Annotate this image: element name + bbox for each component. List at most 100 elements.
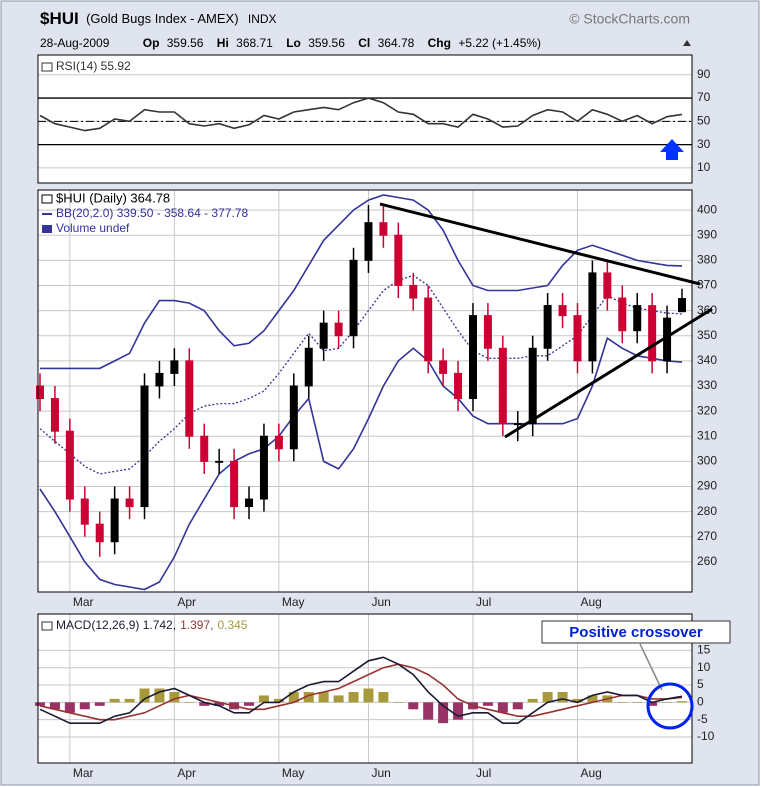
histogram-bar (303, 691, 314, 703)
x-tick-label: Jul (476, 766, 491, 780)
x-tick-label: Aug (580, 766, 601, 780)
y-tick-label: 270 (697, 529, 717, 543)
candle-body (528, 347, 537, 425)
candle-body (454, 372, 463, 400)
x-tick-label: Jun (371, 595, 390, 609)
quote-value: 364.78 (378, 36, 415, 50)
histogram-bar (512, 702, 523, 710)
y-tick-label: 15 (697, 643, 711, 657)
candle-body (633, 305, 642, 332)
histogram-bar (482, 702, 493, 706)
histogram-bar (662, 702, 673, 703)
histogram-bar (154, 688, 165, 703)
quote-label: Lo (286, 36, 301, 50)
y-tick-label: 360 (697, 303, 717, 317)
candle-body (230, 460, 239, 508)
histogram-bar (139, 688, 150, 703)
histogram-bar (49, 702, 60, 710)
histogram-bar (453, 702, 464, 720)
legend-entry: Volume undef (56, 221, 130, 235)
candle-body (110, 498, 119, 543)
histogram-bar (378, 691, 389, 703)
histogram-bar (64, 702, 75, 713)
legend: MACD(12,26,9) 1.742, 1.397, 0.345 (56, 618, 248, 632)
y-tick-label: 5 (697, 677, 704, 691)
annotation: Positive crossover (569, 624, 703, 641)
histogram-bar (199, 702, 210, 706)
candle-body (573, 315, 582, 362)
legend-entry: BB(20,2.0) 339.50 - 358.64 - 377.78 (56, 206, 248, 220)
candle-body (618, 297, 627, 332)
candle-body (185, 360, 194, 437)
series-line (39, 97, 683, 132)
histogram-bar (557, 691, 568, 703)
x-tick-label: Aug (580, 595, 601, 609)
legend-entry: 1.397, (180, 618, 213, 632)
legend-entry: 0.345 (217, 618, 247, 632)
legend: RSI(14) 55.92 (56, 59, 131, 73)
histogram-bar (438, 702, 449, 724)
callout-line (639, 643, 663, 691)
panel-border (37, 54, 693, 184)
candle-body (394, 234, 403, 286)
y-tick-label: 330 (697, 378, 717, 392)
histogram-bar (273, 698, 284, 703)
histogram-bar (94, 702, 105, 706)
histogram-bar (109, 698, 120, 703)
candle-body (588, 272, 597, 362)
x-tick-label: Jul (476, 595, 491, 609)
candle-body (648, 305, 657, 362)
histogram-bar (408, 702, 419, 710)
candle-body (65, 430, 74, 500)
quote-value: 359.56 (167, 36, 204, 50)
candle-body (678, 298, 686, 313)
candle-body (603, 272, 612, 299)
candle-body (155, 372, 164, 387)
candle-body (379, 222, 388, 236)
legend-entry: RSI(14) 55.92 (56, 59, 131, 73)
legend-icon (42, 225, 52, 233)
callout-circle (646, 682, 694, 730)
overlay: Positive crossover (379, 139, 731, 730)
quote-value: 359.56 (308, 36, 345, 50)
histogram-bar (258, 695, 269, 703)
histogram-bar (497, 702, 508, 713)
y-tick-label: 0 (697, 695, 704, 709)
histogram-bar (617, 702, 628, 703)
histogram-bar (632, 702, 643, 703)
panel-border (37, 613, 693, 764)
candle-body (274, 435, 283, 450)
candle-body (215, 460, 224, 463)
x-tick-label: Mar (73, 595, 94, 609)
quote-line: 28-Aug-2009 Op 359.56 Hi 368.71 Lo 359.5… (40, 36, 541, 50)
header-title: $HUI (Gold Bugs Index - AMEX) INDX (40, 9, 277, 28)
source: © StockCharts.com (569, 11, 690, 27)
histogram-bar (393, 702, 404, 703)
y-tick-label: 300 (697, 454, 717, 468)
quote-label: Hi (217, 36, 229, 50)
histogram-bar (363, 688, 374, 703)
blue-arrow (660, 139, 684, 160)
symbol: $HUI (40, 9, 79, 28)
histogram-bar (214, 702, 225, 706)
trendline (504, 307, 713, 439)
band-lower (39, 336, 683, 591)
y-tick-label: -10 (697, 729, 715, 743)
panel-background (38, 55, 692, 183)
candle-body (245, 498, 254, 508)
y-tick-label: 30 (697, 137, 711, 151)
candle-body (483, 315, 492, 349)
histogram-bar (348, 691, 359, 703)
index-name: (Gold Bugs Index - AMEX) (86, 11, 238, 26)
y-tick-label: 70 (697, 90, 711, 104)
y-tick-label: -5 (697, 712, 708, 726)
candle-body (95, 523, 104, 543)
histogram-bar (35, 702, 45, 706)
candle-body (513, 423, 522, 426)
histogram-bar (587, 695, 598, 703)
y-tick-label: 340 (697, 353, 717, 367)
candle-body (50, 398, 59, 432)
candle-body (125, 498, 134, 508)
